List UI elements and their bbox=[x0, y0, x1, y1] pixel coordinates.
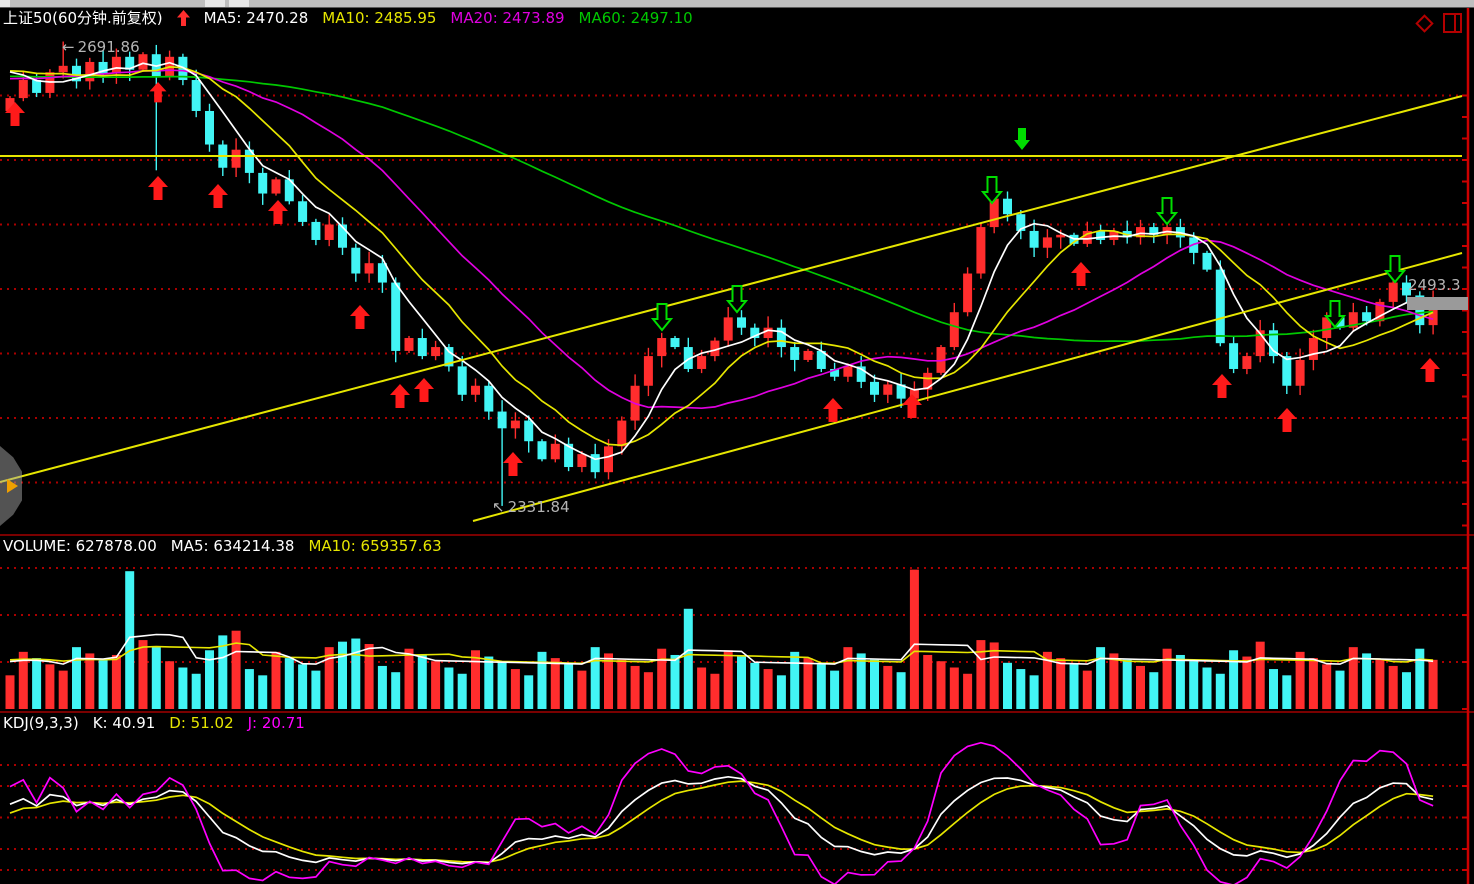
period-high-annotation: ← 2691.86 bbox=[62, 38, 140, 56]
ma20-value: MA20: 2473.89 bbox=[450, 9, 565, 27]
top-scrollbar[interactable] bbox=[0, 0, 1474, 8]
corner-toolbar bbox=[1412, 11, 1464, 35]
high-pointer-icon: ← bbox=[62, 38, 75, 56]
main-chart-header: 上证50(60分钟.前复权) MA5: 2470.28 MA10: 2485.9… bbox=[3, 9, 693, 27]
period-low-label: 2331.84 bbox=[507, 498, 570, 516]
period-high-label: 2691.86 bbox=[77, 38, 140, 56]
ma5-value: MA5: 2470.28 bbox=[203, 9, 309, 27]
tab-right-arrow-icon bbox=[7, 479, 18, 493]
volume-ma10-value: MA10: 659357.63 bbox=[308, 537, 442, 555]
last-price-axis-marker bbox=[1407, 297, 1468, 310]
scrollbar-thumb[interactable] bbox=[205, 0, 225, 7]
kdj-d-value: D: 51.02 bbox=[169, 714, 234, 732]
symbol-title: 上证50(60分钟.前复权) bbox=[3, 9, 163, 27]
last-price-label: 2493.3 bbox=[1408, 276, 1461, 294]
kdj-k-value: K: 40.91 bbox=[92, 714, 156, 732]
ma60-value: MA60: 2497.10 bbox=[578, 9, 693, 27]
ma10-value: MA10: 2485.95 bbox=[322, 9, 437, 27]
low-pointer-icon: ↖ bbox=[492, 498, 505, 516]
volume-ma5-value: MA5: 634214.38 bbox=[170, 537, 295, 555]
volume-value: VOLUME: 627878.00 bbox=[3, 537, 157, 555]
kdj-name: KDJ(9,3,3) bbox=[3, 714, 79, 732]
diamond-icon[interactable] bbox=[1412, 11, 1436, 35]
kdj-pane-header: KDJ(9,3,3) K: 40.91 D: 51.02 J: 20.71 bbox=[3, 714, 305, 732]
last-price-annotation: 2493.3 bbox=[1408, 276, 1461, 294]
volume-pane-header: VOLUME: 627878.00 MA5: 634214.38 MA10: 6… bbox=[3, 537, 442, 555]
up-arrow-icon bbox=[176, 10, 190, 26]
panel-expand-tab[interactable] bbox=[0, 446, 22, 526]
period-low-annotation: ↖ 2331.84 bbox=[492, 498, 570, 516]
kdj-j-value: J: 20.71 bbox=[247, 714, 305, 732]
scrollbar-thumb[interactable] bbox=[229, 0, 249, 7]
window-split-icon[interactable] bbox=[1442, 11, 1464, 35]
scrollbar-left-cap bbox=[0, 0, 10, 7]
